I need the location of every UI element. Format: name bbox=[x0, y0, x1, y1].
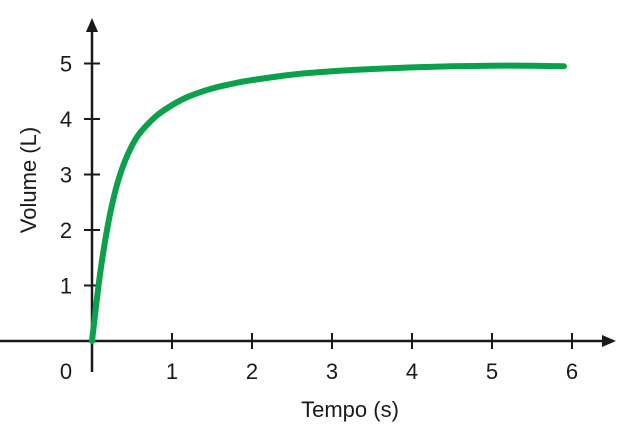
x-axis-arrowhead bbox=[602, 335, 616, 347]
x-tick-label: 6 bbox=[566, 359, 578, 384]
y-axis-arrowhead bbox=[86, 18, 98, 32]
series-line-volume bbox=[89, 62, 567, 344]
x-axis-title: Tempo (s) bbox=[301, 397, 399, 422]
x-tick-label: 5 bbox=[486, 359, 498, 384]
y-tick-label: 4 bbox=[60, 107, 72, 132]
x-tick-label: 1 bbox=[166, 359, 178, 384]
y-ticks: 1 2 3 4 5 bbox=[60, 52, 100, 299]
x-tick-label: 3 bbox=[326, 359, 338, 384]
y-axis-title: Volume (L) bbox=[16, 127, 41, 233]
y-tick-label: 2 bbox=[60, 218, 72, 243]
y-tick-label: 5 bbox=[60, 52, 72, 77]
x-ticks: 1 2 3 4 5 6 bbox=[166, 333, 578, 384]
x-tick-label: 2 bbox=[246, 359, 258, 384]
origin-label: 0 bbox=[60, 359, 72, 384]
y-tick-label: 1 bbox=[60, 274, 72, 299]
y-tick-label: 3 bbox=[60, 163, 72, 188]
x-tick-label: 4 bbox=[406, 359, 418, 384]
